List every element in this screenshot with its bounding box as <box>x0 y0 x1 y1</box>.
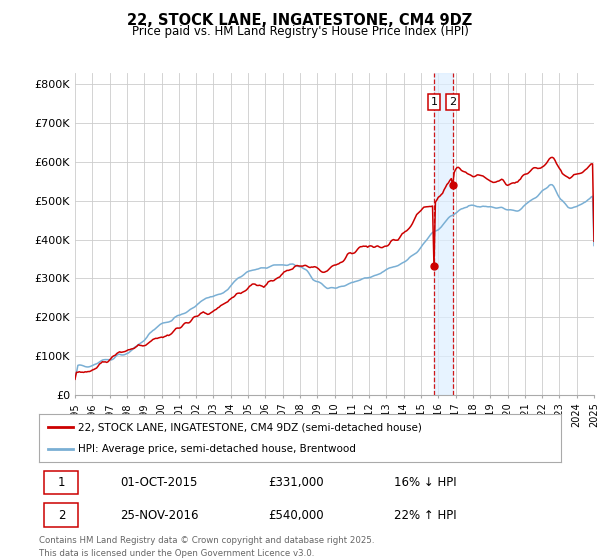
FancyBboxPatch shape <box>44 503 78 528</box>
Text: 1: 1 <box>58 475 65 489</box>
Text: 22, STOCK LANE, INGATESTONE, CM4 9DZ: 22, STOCK LANE, INGATESTONE, CM4 9DZ <box>127 13 473 28</box>
Text: 22% ↑ HPI: 22% ↑ HPI <box>394 508 457 521</box>
Text: 1: 1 <box>430 97 437 107</box>
Text: Price paid vs. HM Land Registry's House Price Index (HPI): Price paid vs. HM Land Registry's House … <box>131 25 469 38</box>
Bar <box>434 73 453 395</box>
Text: 01-OCT-2015: 01-OCT-2015 <box>120 475 197 489</box>
Text: £540,000: £540,000 <box>269 508 325 521</box>
Text: 25-NOV-2016: 25-NOV-2016 <box>120 508 199 521</box>
Text: 2: 2 <box>449 97 456 107</box>
Text: 16% ↓ HPI: 16% ↓ HPI <box>394 475 457 489</box>
Text: 2: 2 <box>58 508 65 521</box>
Text: 22, STOCK LANE, INGATESTONE, CM4 9DZ (semi-detached house): 22, STOCK LANE, INGATESTONE, CM4 9DZ (se… <box>78 422 422 432</box>
Text: HPI: Average price, semi-detached house, Brentwood: HPI: Average price, semi-detached house,… <box>78 444 356 454</box>
FancyBboxPatch shape <box>44 470 78 494</box>
Text: Contains HM Land Registry data © Crown copyright and database right 2025.
This d: Contains HM Land Registry data © Crown c… <box>39 536 374 558</box>
Text: £331,000: £331,000 <box>269 475 325 489</box>
